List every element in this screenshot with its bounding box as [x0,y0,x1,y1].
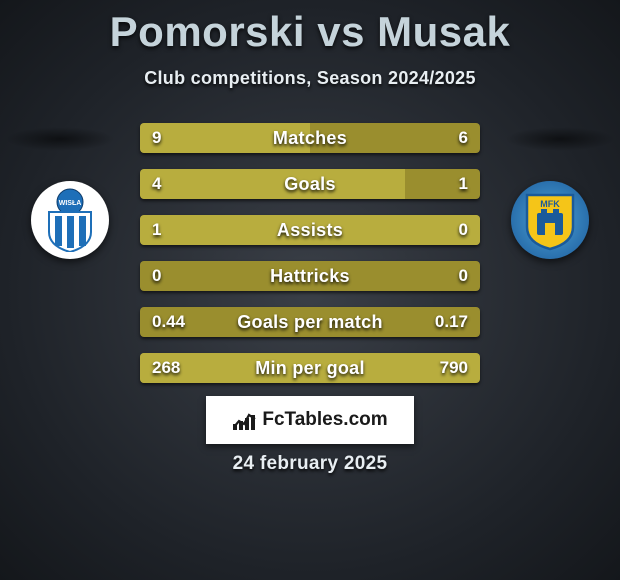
stat-label: Goals per match [140,307,480,337]
stat-label: Matches [140,123,480,153]
date-label: 24 february 2025 [0,453,620,475]
comparison-bars: 96Matches 41Goals 10Assists 00Hattricks 0.44… [140,123,480,399]
page-title: Pomorski vs Musak [0,0,620,56]
footer-badge[interactable]: FcTables.com [206,396,414,444]
fctables-logo-icon [232,409,258,431]
badge-shadow-left [5,127,115,151]
stat-label: Goals [140,169,480,199]
crest-left-icon: WISŁA [41,188,99,252]
stat-label: Hattricks [140,261,480,291]
stat-row: 00Hattricks [140,261,480,291]
stat-row: 0.440.17Goals per match [140,307,480,337]
page-subtitle: Club competitions, Season 2024/2025 [0,68,620,89]
badge-shadow-right [505,127,615,151]
stat-row: 10Assists [140,215,480,245]
team-badge-right: MFK [511,181,589,259]
crest-left-text: WISŁA [59,200,82,207]
team-badge-left: WISŁA [31,181,109,259]
stat-label: Assists [140,215,480,245]
stat-label: Min per goal [140,353,480,383]
stat-row: 96Matches [140,123,480,153]
stat-row: 268790Min per goal [140,353,480,383]
crest-right-icon: MFK [523,189,577,251]
stat-row: 41Goals [140,169,480,199]
footer-badge-label: FcTables.com [262,409,387,431]
crest-right-text: MFK [540,199,560,209]
